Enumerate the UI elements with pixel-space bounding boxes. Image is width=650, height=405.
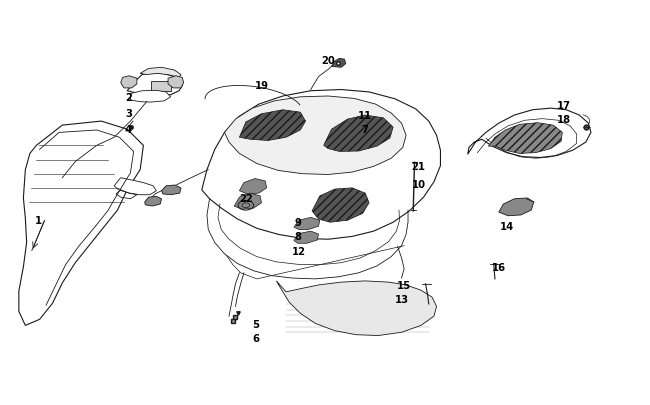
Polygon shape (168, 77, 183, 89)
Text: 4: 4 (124, 125, 131, 135)
Polygon shape (488, 124, 562, 154)
Text: 7: 7 (361, 125, 368, 135)
Polygon shape (239, 111, 306, 141)
Text: 6: 6 (252, 333, 259, 343)
Polygon shape (499, 198, 534, 216)
Polygon shape (468, 109, 591, 158)
Text: 8: 8 (294, 232, 301, 242)
Text: 9: 9 (294, 218, 301, 228)
Polygon shape (127, 73, 182, 98)
Polygon shape (140, 68, 181, 78)
Text: 3: 3 (125, 109, 133, 119)
Text: 15: 15 (397, 280, 411, 290)
Text: 1: 1 (34, 216, 42, 226)
Polygon shape (202, 90, 441, 240)
Text: 22: 22 (239, 194, 253, 203)
Text: 11: 11 (358, 111, 372, 121)
Polygon shape (324, 116, 393, 152)
Polygon shape (121, 77, 137, 89)
Text: 12: 12 (292, 246, 306, 256)
Polygon shape (294, 232, 318, 244)
Text: 5: 5 (252, 320, 259, 329)
Text: 17: 17 (556, 101, 571, 111)
Text: 21: 21 (411, 161, 425, 171)
Text: 19: 19 (254, 81, 268, 90)
Polygon shape (312, 188, 369, 223)
Polygon shape (131, 91, 171, 103)
Polygon shape (239, 179, 266, 194)
Polygon shape (224, 97, 406, 175)
Polygon shape (162, 185, 181, 195)
Polygon shape (276, 281, 437, 336)
Text: 16: 16 (492, 262, 506, 272)
Text: 18: 18 (556, 115, 571, 125)
Polygon shape (151, 81, 171, 92)
Text: 10: 10 (411, 179, 425, 189)
Text: 14: 14 (499, 222, 514, 232)
Polygon shape (332, 59, 346, 68)
Polygon shape (145, 197, 162, 207)
Text: 2: 2 (125, 93, 133, 102)
Polygon shape (114, 178, 157, 195)
Text: 13: 13 (395, 294, 409, 304)
Text: 20: 20 (321, 56, 335, 66)
Polygon shape (234, 194, 261, 210)
Polygon shape (294, 218, 320, 230)
Polygon shape (19, 122, 144, 326)
